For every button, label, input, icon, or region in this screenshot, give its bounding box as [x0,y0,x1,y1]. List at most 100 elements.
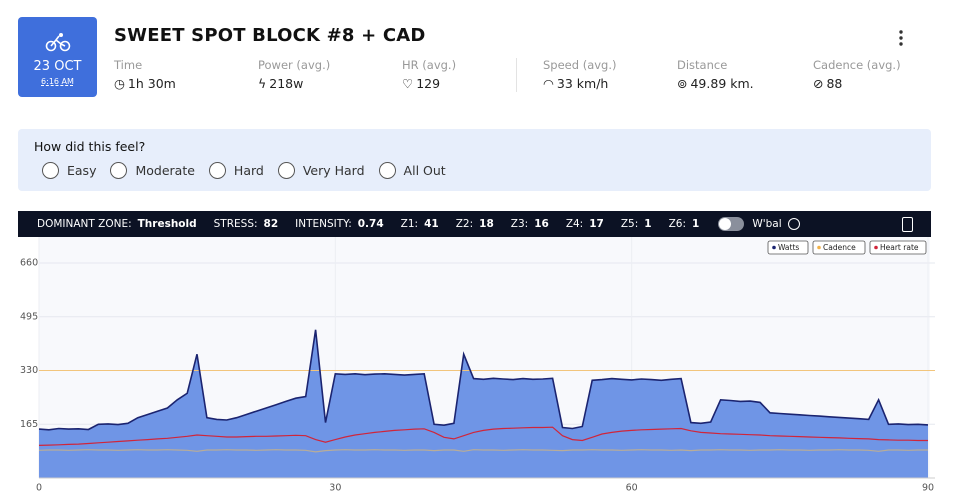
summary-bar: DOMINANT ZONE: Threshold STRESS: 82 INTENSIT… [18,211,931,237]
date-badge: 23 OCT 6:16 AM [18,17,97,97]
stat-row: ◠ 33 km/h [543,76,617,91]
summary-item: Z5: 1 [621,218,652,230]
stat-value: 218w [269,76,304,91]
summary-value: 1 [692,218,700,230]
stat-icon: ϟ [258,76,267,91]
x-tick-label: 90 [922,483,934,494]
stat-label: Distance [677,58,728,72]
summary-label: INTENSITY: [295,218,352,230]
stat-icon: ♡ [402,76,414,91]
stat: HR (avg.) ♡ 129 [402,58,456,91]
summary-value: 82 [263,218,279,230]
wbal-label: W'bal [752,218,782,230]
radio[interactable] [378,162,396,179]
feel-option[interactable]: All Out [378,162,446,179]
feel-option[interactable]: Easy [42,162,96,179]
summary-value: 18 [479,218,494,230]
option-label: Easy [67,163,97,178]
stat-icon: ◷ [114,76,125,91]
summary-item: INTENSITY: 0.74 [295,218,384,230]
summary-value: 41 [424,218,439,230]
stat-icon: ⊘ [813,76,824,91]
watts-area [39,329,928,478]
summary-value: 16 [534,218,549,230]
bike-icon [45,33,71,52]
stat-row: ϟ 218w [258,76,330,91]
summary-item: Z1: 41 [401,218,439,230]
stat: Power (avg.) ϟ 218w [258,58,330,91]
summary-label: Z1: [400,218,419,230]
stat: Time ◷ 1h 30m [114,58,176,91]
legend-box[interactable] [812,240,866,255]
summary-label: Z2: [455,218,474,230]
summary-label: Z5: [620,218,639,230]
radio[interactable] [277,162,295,179]
x-tick-label: 30 [329,483,341,494]
feel-question: How did this feel? [34,139,146,154]
legend-dot [874,245,878,250]
stat-icon: ◠ [543,76,554,91]
legend-dot [817,245,821,250]
y-tick-label: 330 [20,365,38,376]
info-icon[interactable] [787,218,800,230]
y-tick-label: 165 [20,419,38,430]
radio[interactable] [208,162,226,179]
feel-option[interactable]: Hard [208,162,264,179]
stat-row: ⊚ 49.89 km. [677,76,754,91]
stat-row: ⊘ 88 [813,76,901,91]
summary-label: Z6: [668,218,687,230]
chart: 165 330 495 660 0 30 60 90 Heart rate Cadence Watt… [20,237,935,494]
summary-item: Z6: 1 [669,218,700,230]
summary-item: Z3: 16 [511,218,549,230]
summary-label: STRESS: [213,218,258,230]
stat-value: 49.89 km. [690,76,754,91]
summary-value: 1 [644,218,652,230]
legend-dot [772,245,776,250]
legend-label: Watts [778,243,799,252]
stat: Cadence (avg.) ⊘ 88 [813,58,901,91]
legend-box[interactable] [869,240,927,255]
summary-item: DOMINANT ZONE: Threshold [37,218,197,230]
stat-label: Cadence (avg.) [813,58,901,72]
stat-label: HR (avg.) [402,58,457,72]
workout-title: SWEET SPOT BLOCK #8 + CAD [114,25,426,46]
summary-value: 17 [589,218,604,230]
more-menu[interactable] [897,29,905,47]
divider [516,58,517,92]
summary-item: Z4: 17 [566,218,604,230]
summary-item: STRESS: 82 [214,218,279,230]
option-label: Very Hard [302,163,365,178]
date-day: 23 OCT [33,59,82,74]
legend-box[interactable] [767,240,809,255]
stat-row: ◷ 1h 30m [114,76,176,91]
summary-value: Threshold [137,218,197,230]
date-time: 6:16 AM [41,77,74,86]
summary-value: 0.74 [357,218,384,230]
calculator-icon[interactable] [902,216,913,232]
summary-label: DOMINANT ZONE: [37,218,132,230]
wbal-toggle[interactable] [718,217,745,231]
stat-label: Speed (avg.) [543,58,617,72]
y-tick-label: 495 [20,311,38,322]
feel-option[interactable]: Very Hard [277,162,365,179]
radio[interactable] [42,162,59,179]
x-tick-label: 0 [36,483,42,494]
stat-value: 88 [826,76,843,91]
summary-label: Z3: [510,218,529,230]
summary-label: Z4: [565,218,584,230]
radio[interactable] [110,162,128,179]
stat: Speed (avg.) ◠ 33 km/h [543,58,617,91]
x-tick-label: 60 [626,483,638,494]
stat-label: Time [114,58,143,72]
option-label: Moderate [135,163,195,178]
stat-label: Power (avg.) [258,58,331,72]
legend-label: Heart rate [880,243,919,252]
heart-rate-line [38,426,928,446]
legend-label: Cadence [823,243,856,252]
stat-value: 33 km/h [556,76,609,91]
feel-option[interactable]: Moderate [110,162,195,179]
feel-options: Easy Moderate Hard Very Hard All Out [42,162,446,179]
stat: Distance ⊚ 49.89 km. [677,58,754,91]
summary-item: Z2: 18 [456,218,494,230]
